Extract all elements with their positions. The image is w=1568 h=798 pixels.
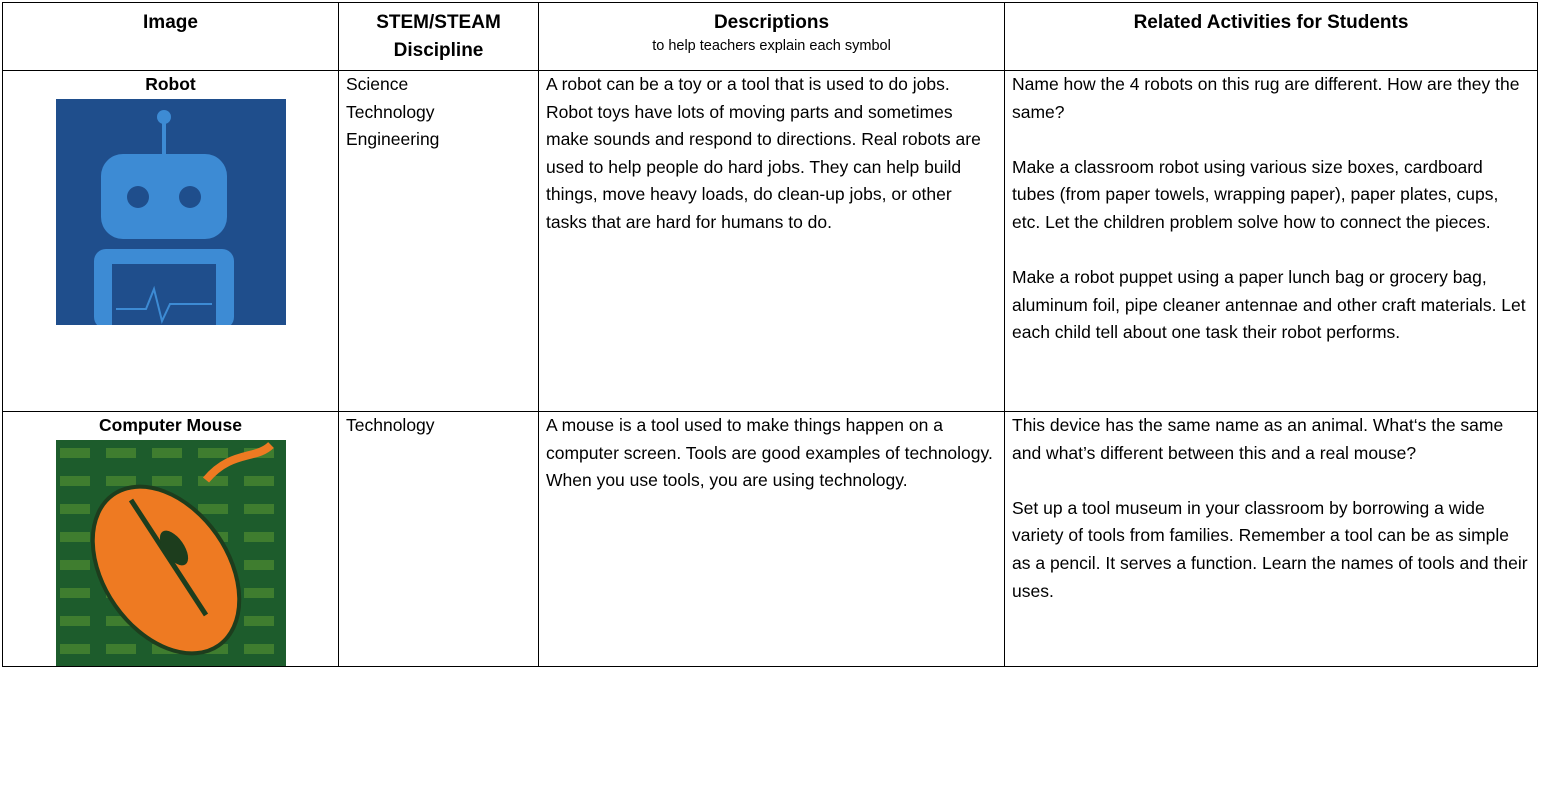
discipline: Engineering (346, 129, 440, 150)
activities-cell: This device has the same name as an anim… (1004, 411, 1538, 667)
header-cell: STEM/STEAM Discipline (338, 2, 539, 71)
activity: Make a classroom robot using various siz… (1012, 156, 1499, 232)
header-row: Image STEM/STEAM Discipline Descriptions… (2, 2, 1538, 71)
description: A mouse is a tool used to make things ha… (546, 415, 993, 491)
table-row: Robot Science Technology Engineering A rob… (2, 70, 1538, 412)
activity: This device has the same name as an anim… (1012, 415, 1504, 463)
header-cell: Image (2, 2, 339, 71)
mouse-icon (55, 439, 286, 666)
discipline-cell: Technology (338, 411, 539, 667)
discipline: Science (346, 74, 409, 94)
header-title: Descriptions (713, 12, 830, 33)
discipline-cell: Science Technology Engineering (338, 70, 539, 412)
activity: Make a robot puppet using a paper lunch … (1012, 267, 1526, 343)
image-title: Robot (145, 74, 196, 94)
image-cell: Robot (2, 70, 339, 412)
discipline: Technology (346, 101, 435, 122)
activity: Name how the 4 robots on this rug are di… (1012, 74, 1520, 122)
description-cell: A mouse is a tool used to make things ha… (538, 411, 1005, 667)
description: A robot can be a toy or a tool that is u… (546, 74, 981, 232)
activity: Set up a tool museum in your classroom b… (1012, 497, 1528, 601)
header-cell: Related Activities for Students (1004, 2, 1538, 71)
description-cell: A robot can be a toy or a tool that is u… (538, 70, 1005, 412)
image-title: Computer Mouse (99, 415, 242, 435)
robot-icon (55, 98, 286, 325)
header-subtitle: to help teachers explain each symbol (652, 38, 891, 54)
discipline: Technology (346, 415, 435, 435)
header-cell: Descriptions to help teachers explain eac… (538, 2, 1005, 71)
table-row: Computer Mouse Technology A mouse is a t… (2, 411, 1538, 667)
stem-table: Image STEM/STEAM Discipline Descriptions… (2, 2, 1538, 667)
activities-cell: Name how the 4 robots on this rug are di… (1004, 70, 1538, 412)
image-cell: Computer Mouse (2, 411, 339, 667)
